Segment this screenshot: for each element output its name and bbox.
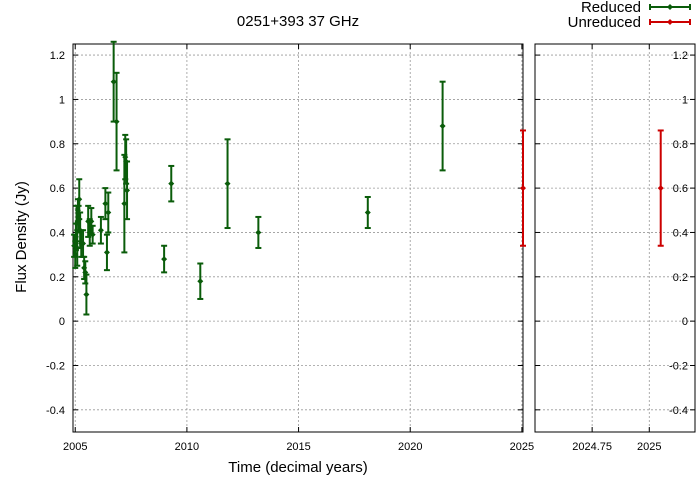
y-tick-label-right: -0.4 (669, 405, 688, 417)
reduced-point (103, 249, 110, 256)
y-tick-label-right: 1 (682, 94, 688, 106)
y-tick-label: 0.2 (50, 272, 65, 284)
y-tick-label: 1 (59, 94, 65, 106)
mark-layer (71, 40, 664, 316)
reduced-point (76, 196, 83, 203)
x-tick-label: 2025 (637, 441, 661, 453)
main-panel-frame (72, 43, 524, 433)
x-tick-label: 2005 (63, 441, 87, 453)
y-tick-label-right: 0.2 (673, 272, 688, 284)
y-tick-label-right: 1.2 (673, 50, 688, 62)
y-tick-label: 1.2 (50, 50, 65, 62)
legend-label-reduced: Reduced (581, 0, 641, 16)
reduced-point (255, 229, 262, 236)
y-tick-label: -0.2 (46, 360, 65, 372)
reduced-point (364, 209, 371, 216)
reduced-point (105, 209, 112, 216)
unreduced-point (520, 185, 526, 192)
x-tick-label: 2025 (510, 441, 534, 453)
x-tick-label: 2024.75 (572, 441, 612, 453)
x-tick-label: 2015 (286, 441, 310, 453)
y-tick-label-right: 0.8 (673, 139, 688, 151)
x-tick-label: 2020 (398, 441, 422, 453)
reduced-point (80, 240, 87, 247)
reduced-point (88, 218, 95, 225)
y-tick-label-right: 0.6 (673, 183, 688, 195)
legend-label-unreduced: Unreduced (568, 14, 641, 31)
y-tick-label: 0.6 (50, 183, 65, 195)
reduced-point (102, 200, 109, 207)
chart-title: 0251+393 37 GHz (237, 13, 359, 30)
y-tick-label-right: -0.2 (669, 360, 688, 372)
reduced-point (168, 180, 175, 187)
reduced-point (124, 187, 131, 194)
reduced-point (83, 291, 90, 298)
reduced-point (197, 278, 204, 285)
reduced-point (439, 123, 446, 130)
y-tick-label: -0.4 (46, 405, 65, 417)
reduced-point (113, 118, 120, 125)
y-tick-label: 0.8 (50, 139, 65, 151)
y-tick-label-right: 0.4 (673, 227, 688, 239)
reduced-point (224, 180, 231, 187)
x-tick-label: 2010 (175, 441, 199, 453)
legend-symbol-reduced (649, 4, 691, 10)
reduced-point (121, 200, 128, 207)
reduced-point (89, 231, 96, 238)
legend-marker (667, 19, 673, 25)
panel-frames (72, 43, 696, 433)
y-axis-label: Flux Density (Jy) (13, 181, 30, 293)
reduced-point (97, 227, 104, 234)
unreduced-point (657, 185, 664, 192)
x-axis-label: Time (decimal years) (228, 459, 367, 476)
y-tick-label: 0.4 (50, 227, 65, 239)
reduced-point (161, 256, 168, 263)
y-tick-label-right: 0 (682, 316, 688, 328)
legend: Reduced Unreduced (568, 0, 691, 31)
legend-marker (667, 4, 673, 10)
grid-layer (73, 44, 695, 432)
tick-layer: -0.4 -0.2 0 0.2 0.4 0.6 0.8 1 1.2 2005 2010 2015 202… (46, 44, 695, 453)
legend-symbol-unreduced (649, 19, 691, 25)
right-panel-frame (534, 43, 696, 433)
reduced-point (110, 78, 117, 85)
y-tick-label: 0 (59, 316, 65, 328)
